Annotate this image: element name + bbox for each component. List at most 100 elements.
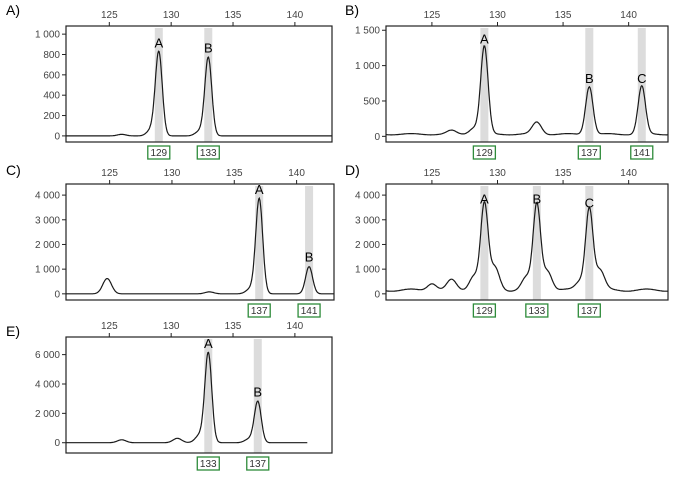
- x-tick-label: 125: [424, 168, 441, 179]
- allele-call-box: [147, 145, 171, 160]
- allele-bin-highlight: [253, 339, 262, 453]
- peak-label: A: [480, 32, 489, 47]
- allele-call-label: 137: [249, 459, 266, 470]
- allele-call-box: [196, 145, 220, 160]
- y-tick-label: 0: [54, 438, 60, 449]
- y-tick-label: 6 000: [35, 350, 60, 361]
- allele-call-label: 141: [633, 148, 650, 159]
- peak-label: C: [637, 71, 646, 86]
- allele-bin-highlight: [585, 28, 594, 142]
- allele-bin-highlight: [255, 186, 264, 300]
- allele-call-box: [630, 145, 654, 160]
- y-tick-label: 0: [54, 289, 60, 300]
- allele-bin-highlight: [532, 186, 541, 300]
- x-tick-label: 130: [163, 10, 180, 21]
- y-tick-label: 1 000: [35, 30, 60, 41]
- y-tick-label: 1 000: [35, 265, 60, 276]
- panel-label: C): [6, 162, 21, 178]
- x-tick-label: 140: [287, 321, 304, 332]
- allele-bin-highlight: [154, 28, 163, 142]
- allele-call-label: 133: [528, 306, 545, 317]
- peak-label: A: [480, 192, 489, 207]
- plot-frame: [65, 336, 333, 454]
- y-tick-label: 4 000: [355, 191, 380, 202]
- chart-panel-3: C) 125 130 135 140 0 1 000 2 000 3 000 4 000 A 137 B…: [6, 162, 335, 318]
- x-tick-label: 130: [489, 10, 506, 21]
- y-tick-label: 2 000: [35, 240, 60, 251]
- chart-panel-2: B) 125 130 135 140 0 500 1 000 1 500 A 129 B 137 C 141: [345, 2, 669, 160]
- chart-panel-5: E) 125 130 135 140 0 2 000 4 000 6 000 A 133 B 137: [6, 321, 333, 471]
- trace-line: [66, 351, 308, 444]
- allele-call-label: 137: [581, 306, 598, 317]
- y-tick-label: 400: [43, 91, 60, 102]
- peak-label: B: [533, 192, 542, 207]
- x-tick-label: 130: [489, 168, 506, 179]
- allele-call-label: 129: [150, 148, 167, 159]
- plot-frame: [385, 25, 669, 143]
- trace-line: [66, 196, 334, 295]
- peak-label: B: [585, 71, 594, 86]
- y-tick-label: 600: [43, 70, 60, 81]
- allele-call-label: 137: [251, 306, 268, 317]
- peak-label: A: [154, 35, 163, 50]
- trace-line: [385, 45, 668, 136]
- allele-call-label: 129: [476, 306, 493, 317]
- panel-label: A): [6, 2, 20, 18]
- y-tick-label: 3 000: [355, 215, 380, 226]
- x-tick-label: 135: [555, 10, 572, 21]
- peak-label: A: [204, 336, 213, 351]
- x-tick-label: 135: [555, 168, 572, 179]
- allele-call-box: [525, 303, 549, 318]
- chart-panel-4: D) 125 130 135 140 0 1 000 2 000 3 000 4 000 A 129 B…: [345, 162, 669, 318]
- peak-label: B: [253, 385, 262, 400]
- x-tick-label: 130: [163, 321, 180, 332]
- allele-bin-highlight: [585, 186, 594, 300]
- y-tick-label: 4 000: [35, 191, 60, 202]
- x-tick-label: 140: [620, 10, 637, 21]
- allele-call-box: [297, 303, 321, 318]
- y-tick-label: 1 000: [355, 61, 380, 72]
- y-tick-label: 1 000: [355, 265, 380, 276]
- y-tick-label: 0: [54, 131, 60, 142]
- allele-call-box: [577, 303, 601, 318]
- x-tick-label: 135: [225, 10, 242, 21]
- allele-bin-highlight: [204, 339, 213, 453]
- peak-label: C: [585, 195, 594, 210]
- y-tick-label: 3 000: [35, 215, 60, 226]
- allele-call-box: [246, 456, 270, 471]
- trace-line: [66, 50, 332, 137]
- plot-frame: [385, 183, 669, 301]
- x-tick-label: 140: [287, 10, 304, 21]
- peak-label: B: [305, 250, 314, 265]
- panel-label: D): [345, 162, 360, 178]
- allele-call-box: [577, 145, 601, 160]
- allele-call-label: 129: [476, 148, 493, 159]
- allele-bin-highlight: [480, 28, 489, 142]
- x-tick-label: 140: [288, 168, 305, 179]
- peak-label: A: [255, 182, 264, 197]
- allele-call-box: [196, 456, 220, 471]
- trace-line: [385, 200, 668, 292]
- allele-bin-highlight: [305, 186, 314, 300]
- allele-bin-highlight: [204, 28, 213, 142]
- y-tick-label: 2 000: [355, 240, 380, 251]
- y-tick-label: 800: [43, 50, 60, 61]
- y-tick-label: 0: [374, 132, 380, 143]
- allele-call-box: [472, 145, 497, 160]
- allele-call-box: [247, 303, 271, 318]
- panel-label: B): [345, 2, 359, 18]
- x-tick-label: 125: [101, 321, 118, 332]
- allele-call-label: 133: [200, 148, 217, 159]
- x-tick-label: 140: [620, 168, 637, 179]
- panel-label: E): [6, 323, 20, 339]
- x-tick-label: 125: [101, 10, 118, 21]
- peak-label: B: [204, 41, 213, 56]
- allele-call-label: 141: [301, 306, 318, 317]
- y-tick-label: 500: [363, 96, 380, 107]
- allele-bin-highlight: [480, 186, 489, 300]
- x-tick-label: 125: [101, 168, 118, 179]
- y-tick-label: 200: [43, 111, 60, 122]
- x-tick-label: 135: [226, 168, 243, 179]
- y-tick-label: 4 000: [35, 379, 60, 390]
